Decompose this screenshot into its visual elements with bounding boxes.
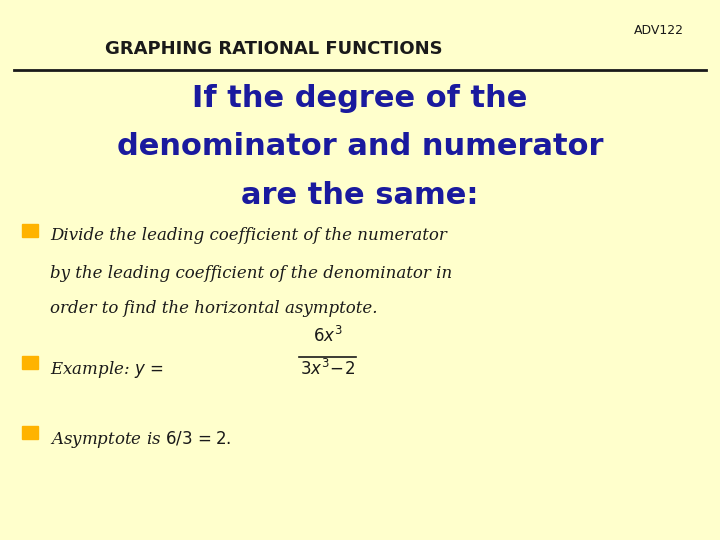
Text: by the leading coefficient of the denominator in: by the leading coefficient of the denomi… — [50, 265, 453, 281]
Text: denominator and numerator: denominator and numerator — [117, 132, 603, 161]
Text: $3x^3\!-\!2$: $3x^3\!-\!2$ — [300, 359, 355, 379]
Text: Divide the leading coefficient of the numerator: Divide the leading coefficient of the nu… — [50, 227, 447, 244]
Bar — [22, 356, 38, 369]
Text: ADV122: ADV122 — [634, 24, 684, 37]
Bar — [22, 224, 38, 237]
Text: Example: $y\,=$: Example: $y\,=$ — [50, 359, 164, 380]
Text: are the same:: are the same: — [241, 181, 479, 210]
Text: If the degree of the: If the degree of the — [192, 84, 528, 113]
Text: $6x^3$: $6x^3$ — [312, 326, 343, 346]
Text: GRAPHING RATIONAL FUNCTIONS: GRAPHING RATIONAL FUNCTIONS — [105, 40, 442, 58]
Text: Asymptote is $6/3\,=2.$: Asymptote is $6/3\,=2.$ — [50, 429, 232, 450]
Text: order to find the horizontal asymptote.: order to find the horizontal asymptote. — [50, 300, 378, 316]
Bar — [22, 427, 38, 439]
